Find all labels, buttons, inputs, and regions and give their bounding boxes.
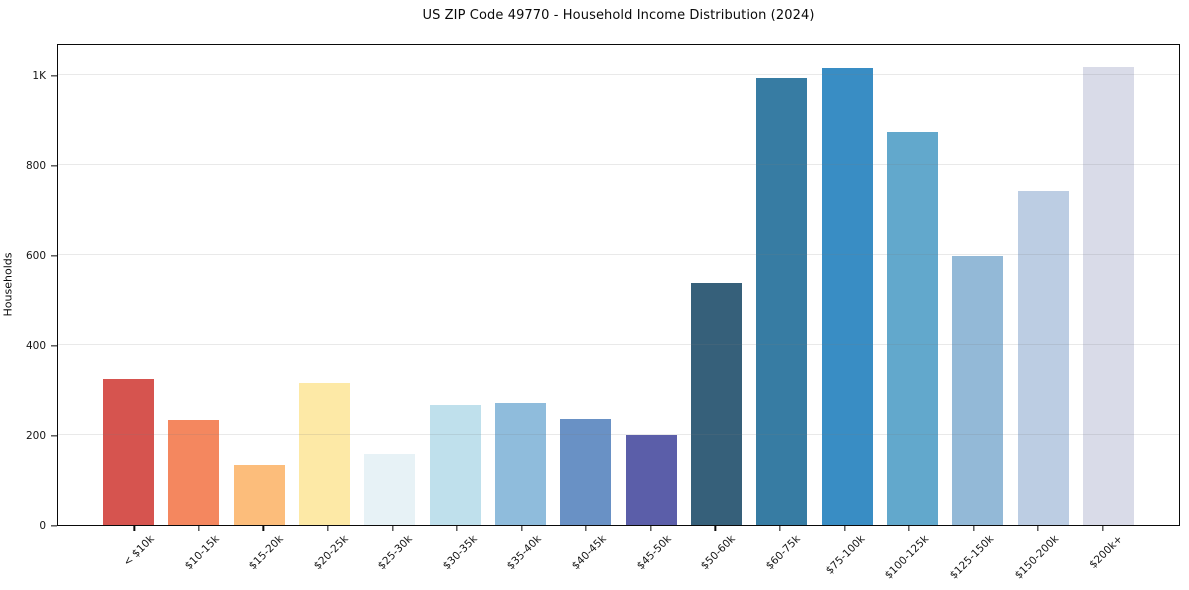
x-tick-label: $20-25k xyxy=(311,533,351,573)
x-tick-mark xyxy=(456,526,458,531)
x-tick-mark xyxy=(972,526,975,531)
x-tick-label: $10-15k xyxy=(182,533,222,573)
bar-15 xyxy=(1017,190,1069,525)
x-tick-label: $15-20k xyxy=(246,533,286,573)
bar-7 xyxy=(494,402,546,525)
x-tick-label: $75-100k xyxy=(823,533,867,577)
x-tick-mark xyxy=(133,526,135,531)
x-tick-label: $50-60k xyxy=(698,533,738,573)
x-tick-label: $35-40k xyxy=(505,533,545,573)
x-tick-mark xyxy=(1102,526,1104,531)
x-tick-mark xyxy=(521,526,523,531)
bar-1 xyxy=(103,378,154,525)
y-tick-mark xyxy=(51,74,57,77)
y-tick-mark xyxy=(51,345,57,347)
bar-11 xyxy=(756,77,808,525)
x-tick-mark xyxy=(714,526,716,531)
x-tick-label: $150-200k xyxy=(1012,533,1061,582)
x-tick-label: $45-50k xyxy=(634,533,674,573)
bar-4 xyxy=(298,383,350,525)
bar-8 xyxy=(560,419,612,525)
x-tick-label: $30-35k xyxy=(440,533,480,573)
bar-16 xyxy=(1082,67,1134,525)
x-tick-label: $100-125k xyxy=(882,533,932,582)
bar-13 xyxy=(886,131,938,525)
bar-14 xyxy=(952,255,1004,525)
bars-layer xyxy=(58,45,1179,525)
x-tick-mark xyxy=(585,526,587,531)
bar-9 xyxy=(625,434,677,525)
bar-3 xyxy=(233,465,285,525)
y-tick-mark xyxy=(51,164,57,167)
chart-title: US ZIP Code 49770 - Household Income Dis… xyxy=(422,8,815,23)
x-tick-label: $125-150k xyxy=(947,533,997,582)
y-axis-ticks: 0 200 400 600 800 1K xyxy=(0,44,57,532)
x-tick-mark xyxy=(198,526,200,531)
x-tick-mark xyxy=(327,526,329,531)
x-tick-label: $200k+ xyxy=(1087,533,1126,571)
x-axis-ticks: < $10k $10-15k $15-20k $20-25k $25-30k $30-35… xyxy=(57,526,1180,590)
bar-2 xyxy=(168,419,220,525)
x-tick-mark xyxy=(1037,526,1039,531)
x-tick-label: $60-75k xyxy=(763,533,803,573)
x-tick-mark xyxy=(650,526,652,531)
bar-12 xyxy=(821,67,873,525)
y-tick-label: 1K xyxy=(32,69,46,82)
x-tick-label: < $10k xyxy=(121,533,157,569)
bar-5 xyxy=(364,454,416,525)
x-tick-label: $25-30k xyxy=(375,533,415,573)
x-tick-label: $40-45k xyxy=(569,533,609,573)
y-tick-label: 600 xyxy=(25,249,46,262)
y-tick-label: 200 xyxy=(25,429,46,442)
x-tick-mark xyxy=(779,526,781,531)
y-tick-label: 0 xyxy=(39,520,46,532)
y-tick-label: 800 xyxy=(25,159,46,172)
y-tick-mark xyxy=(51,255,57,257)
x-tick-mark xyxy=(262,526,265,531)
y-tick-label: 400 xyxy=(25,339,46,352)
x-tick-mark xyxy=(391,526,394,531)
y-tick-mark xyxy=(51,435,57,437)
plot-area xyxy=(57,44,1180,526)
bar-10 xyxy=(690,283,742,525)
bar-6 xyxy=(429,404,481,525)
y-tick-mark xyxy=(51,525,57,527)
x-tick-mark xyxy=(843,526,846,531)
x-tick-mark xyxy=(908,526,910,531)
